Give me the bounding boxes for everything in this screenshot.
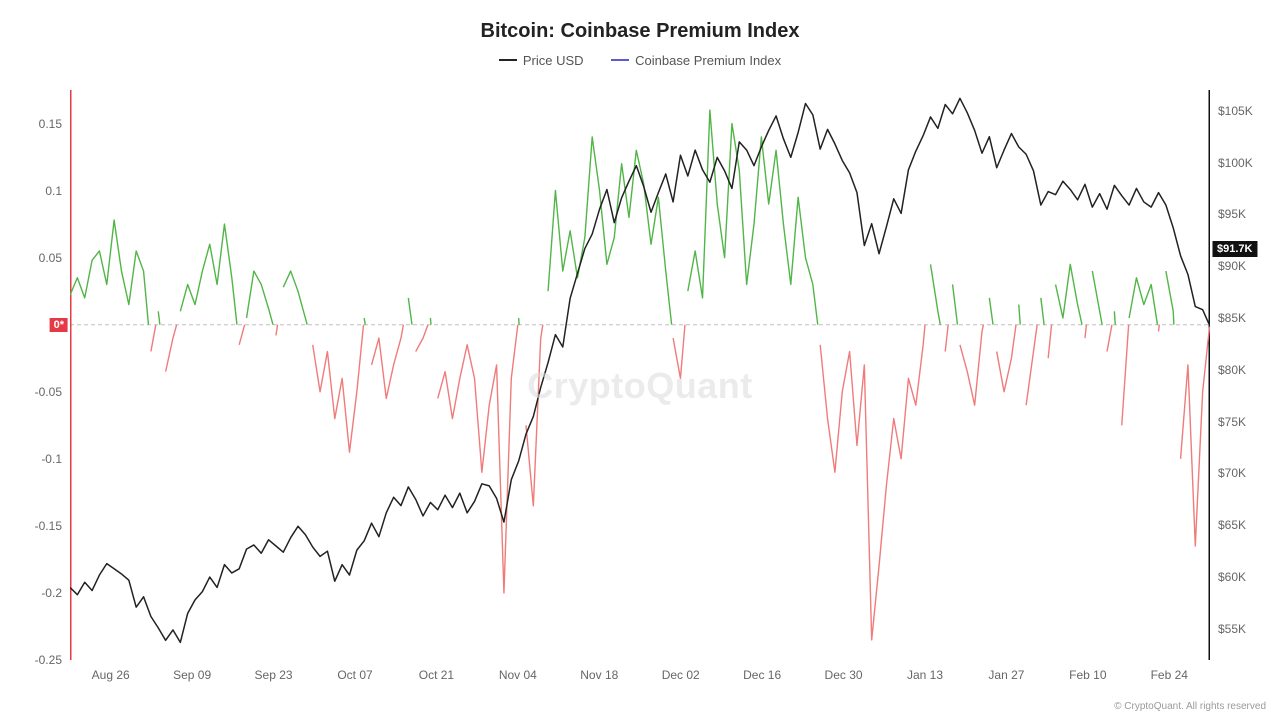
y-left-tick: 0.1 xyxy=(45,184,70,198)
legend-swatch-price xyxy=(499,59,517,61)
x-tick: Feb 24 xyxy=(1151,668,1188,682)
y-right-tick: $80K xyxy=(1210,363,1246,377)
legend-item-premium: Coinbase Premium Index xyxy=(611,53,781,68)
x-tick: Dec 02 xyxy=(662,668,700,682)
legend-label-premium: Coinbase Premium Index xyxy=(635,53,781,68)
x-tick: Dec 30 xyxy=(825,668,863,682)
x-tick: Sep 23 xyxy=(255,668,293,682)
y-left-tick: -0.15 xyxy=(35,519,70,533)
current-price-badge: $91.7K xyxy=(1212,241,1257,257)
x-tick: Jan 27 xyxy=(988,668,1024,682)
x-tick: Oct 07 xyxy=(337,668,372,682)
y-right-tick: $105K xyxy=(1210,104,1253,118)
zero-badge: 0* xyxy=(50,318,68,332)
chart-title: Bitcoin: Coinbase Premium Index xyxy=(0,0,1280,43)
x-tick: Nov 18 xyxy=(580,668,618,682)
y-right-tick: $75K xyxy=(1210,415,1246,429)
chart-legend: Price USD Coinbase Premium Index xyxy=(0,49,1280,68)
legend-label-price: Price USD xyxy=(523,53,584,68)
x-tick: Oct 21 xyxy=(419,668,454,682)
legend-swatch-premium xyxy=(611,59,629,61)
y-left-tick: -0.1 xyxy=(41,452,70,466)
y-left-tick: -0.05 xyxy=(35,385,70,399)
copyright: © CryptoQuant. All rights reserved xyxy=(1114,701,1266,712)
x-tick: Nov 04 xyxy=(499,668,537,682)
y-right-tick: $70K xyxy=(1210,466,1246,480)
chart-area: CryptoQuant -0.25-0.2-0.15-0.1-0.0500.05… xyxy=(70,90,1210,660)
x-tick: Jan 13 xyxy=(907,668,943,682)
y-right-tick: $55K xyxy=(1210,622,1246,636)
y-right-tick: $90K xyxy=(1210,259,1246,273)
x-tick: Sep 09 xyxy=(173,668,211,682)
x-tick: Aug 26 xyxy=(92,668,130,682)
y-right-tick: $65K xyxy=(1210,518,1246,532)
y-right-tick: $60K xyxy=(1210,570,1246,584)
y-right-tick: $100K xyxy=(1210,156,1253,170)
y-left-tick: -0.25 xyxy=(35,653,70,667)
chart-svg xyxy=(70,90,1210,660)
x-tick: Dec 16 xyxy=(743,668,781,682)
y-left-tick: 0.05 xyxy=(39,251,70,265)
legend-item-price: Price USD xyxy=(499,53,584,68)
y-right-tick: $95K xyxy=(1210,207,1246,221)
y-left-tick: 0.15 xyxy=(39,117,70,131)
x-tick: Feb 10 xyxy=(1069,668,1106,682)
y-left-tick: -0.2 xyxy=(41,586,70,600)
y-right-tick: $85K xyxy=(1210,311,1246,325)
